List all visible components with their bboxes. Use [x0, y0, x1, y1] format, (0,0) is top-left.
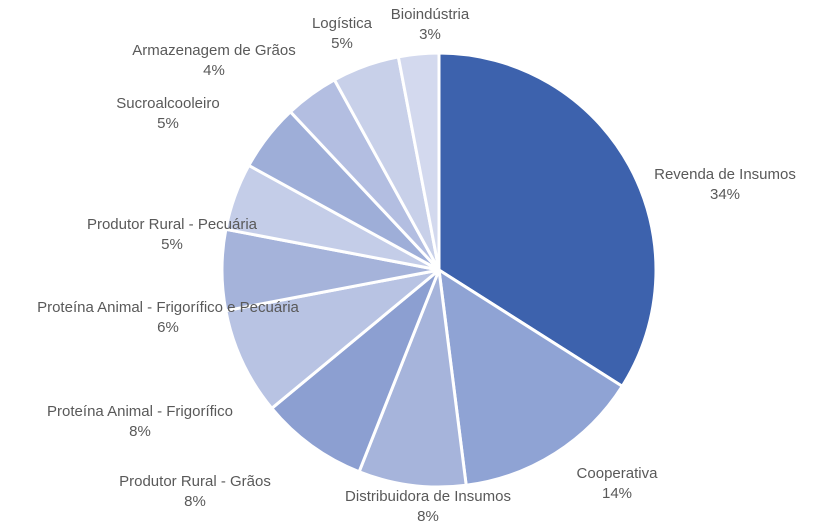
slice-label: Revenda de Insumos: [654, 166, 796, 183]
pie-slice: [396, 51, 441, 272]
slice-label: Proteína Animal - Frigorífico: [47, 403, 233, 420]
slice-value-label: 6%: [157, 319, 179, 336]
slice-value-label: 5%: [161, 236, 183, 253]
slice-value-label: 3%: [419, 26, 441, 43]
slice-value-label: 8%: [184, 493, 206, 510]
slice-value-label: 4%: [203, 62, 225, 79]
slice-value-label: 5%: [157, 115, 179, 132]
slice-label: Proteína Animal - Frigorífico e Pecuária: [37, 299, 299, 316]
slice-label: Armazenagem de Grãos: [132, 42, 295, 59]
slice-value-label: 8%: [129, 423, 151, 440]
slice-label: Produtor Rural - Grãos: [119, 473, 271, 490]
pie-slice: [357, 268, 468, 489]
slice-value-label: 5%: [331, 35, 353, 52]
slice-label: Produtor Rural - Pecuária: [87, 216, 258, 233]
slice-value-label: 34%: [710, 186, 740, 203]
slice-label: Sucroalcooleiro: [116, 95, 219, 112]
slice-value-label: 14%: [602, 485, 632, 502]
pie-slice: [224, 268, 441, 410]
pie-slice: [270, 268, 441, 474]
slice-value-label: 8%: [417, 508, 439, 522]
slice-label: Logística: [312, 15, 373, 32]
slice-label: Distribuidora de Insumos: [345, 488, 511, 505]
slice-label: Cooperativa: [577, 465, 659, 482]
slice-label: Bioindústria: [391, 6, 470, 23]
pie-slice: [437, 268, 624, 487]
